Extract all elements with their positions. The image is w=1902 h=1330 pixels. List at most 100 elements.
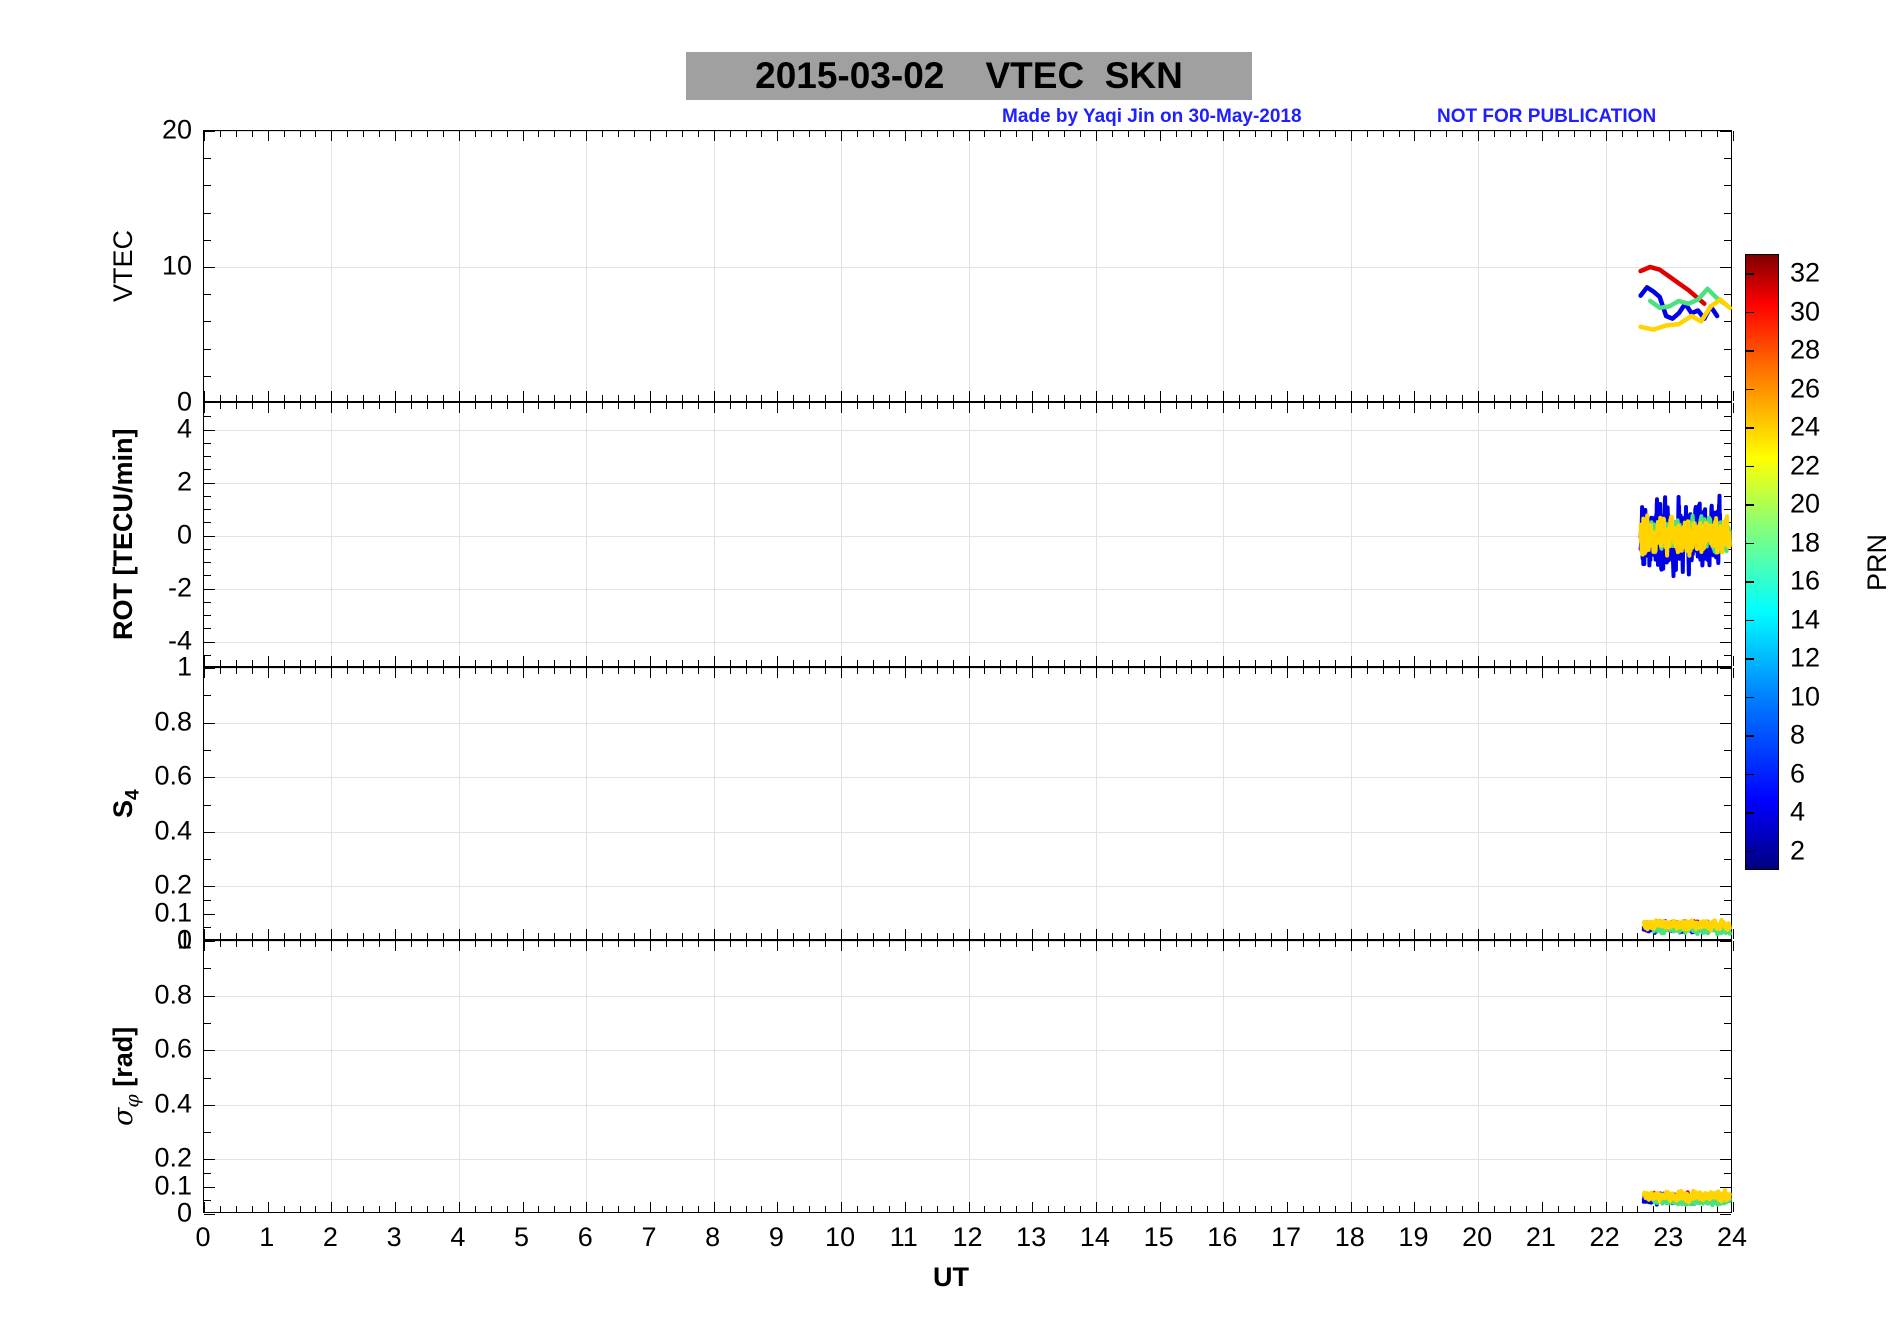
x-tick — [1000, 933, 1002, 939]
x-tick — [1733, 131, 1734, 141]
x-tick — [1414, 391, 1416, 401]
x-tick — [1621, 403, 1623, 409]
y-tick — [204, 941, 215, 942]
x-tick — [235, 395, 237, 401]
y-tick — [204, 469, 211, 471]
x-tick — [1159, 131, 1161, 141]
x-tick — [1653, 660, 1655, 666]
x-tick — [554, 941, 556, 947]
y-tick — [204, 267, 215, 268]
x-tick — [379, 1206, 381, 1212]
x-tick — [1334, 403, 1336, 409]
x-tick — [1079, 941, 1081, 947]
x-tick — [1733, 391, 1734, 401]
x-tick — [1382, 933, 1384, 939]
x-tick — [634, 1206, 636, 1212]
x-tick — [1000, 660, 1002, 666]
y-tick — [1720, 131, 1731, 132]
x-tick — [984, 403, 986, 409]
x-tick — [1557, 660, 1559, 666]
x-tick — [204, 403, 205, 413]
x-tick — [665, 131, 667, 137]
x-tick — [1557, 1206, 1559, 1212]
x-tick — [952, 668, 954, 674]
y-tick — [1724, 321, 1731, 323]
y-tick — [204, 615, 211, 616]
x-tick — [1430, 1206, 1432, 1212]
x-tick — [857, 941, 858, 947]
x-tick — [299, 131, 301, 137]
y-tick-label: 0.1 — [154, 897, 192, 928]
x-tick — [538, 660, 540, 666]
x-tick — [1478, 391, 1480, 401]
x-tick — [1398, 1206, 1400, 1212]
x-tick — [872, 668, 874, 674]
x-tick — [745, 1206, 747, 1212]
x-tick — [825, 660, 827, 666]
x-tick-label: 14 — [1079, 1222, 1110, 1252]
x-tick — [1016, 403, 1018, 409]
y-tick — [204, 777, 215, 779]
trace-PRN-yellow — [1641, 1188, 1732, 1204]
x-tick — [1095, 131, 1097, 141]
x-tick — [1701, 131, 1703, 137]
x-tick — [1175, 395, 1177, 401]
y-tick — [1720, 668, 1731, 669]
y-tick — [1724, 601, 1731, 603]
x-tick — [458, 668, 460, 678]
x-tick — [219, 668, 221, 674]
gridline-vertical — [1095, 668, 1097, 939]
x-tick — [1318, 933, 1320, 939]
x-tick — [379, 933, 381, 939]
x-tick — [1239, 1206, 1241, 1212]
x-tick — [952, 1206, 954, 1212]
x-tick — [1669, 929, 1671, 939]
x-tick — [1064, 933, 1066, 939]
x-tick — [729, 933, 731, 939]
x-tick — [825, 941, 827, 947]
x-tick — [1334, 395, 1336, 401]
x-tick — [267, 403, 269, 413]
y-tick — [204, 668, 215, 669]
x-tick — [1701, 933, 1703, 939]
x-tick — [538, 933, 540, 939]
x-tick — [1717, 395, 1719, 401]
x-tick — [251, 668, 253, 674]
x-tick — [1717, 668, 1719, 674]
x-tick-label: 11 — [889, 1222, 918, 1252]
colorbar-prn[interactable] — [1745, 254, 1779, 870]
gridline-vertical — [331, 668, 333, 939]
x-tick — [299, 660, 301, 666]
gridline-vertical — [1478, 941, 1480, 1212]
x-tick — [347, 668, 349, 674]
x-tick — [363, 668, 365, 674]
x-tick — [825, 668, 827, 674]
x-tick — [363, 1206, 365, 1212]
x-tick — [1302, 403, 1304, 409]
x-tick — [777, 131, 779, 141]
y-tick — [1724, 968, 1731, 970]
x-tick — [1271, 131, 1273, 137]
x-tick-label: 10 — [825, 1222, 856, 1252]
x-tick — [952, 131, 954, 137]
x-tick — [1701, 941, 1703, 947]
x-tick — [554, 660, 556, 666]
x-tick — [1573, 131, 1575, 137]
x-tick — [681, 131, 683, 137]
x-tick — [745, 131, 747, 137]
x-tick — [1621, 668, 1623, 674]
y-tick — [1724, 859, 1731, 861]
x-tick — [984, 668, 986, 674]
x-tick — [490, 941, 492, 947]
colorbar-tick-label: 20 — [1790, 488, 1821, 519]
x-tick — [1478, 1202, 1480, 1212]
y-tick — [204, 429, 215, 431]
trace-PRN-yellow — [1641, 917, 1732, 933]
x-tick — [1525, 933, 1527, 939]
x-tick-label: 21 — [1525, 1222, 1556, 1252]
x-tick — [283, 403, 285, 409]
x-tick — [251, 1206, 253, 1212]
x-tick — [649, 929, 651, 939]
x-tick — [1287, 403, 1289, 413]
x-tick — [1239, 668, 1241, 674]
